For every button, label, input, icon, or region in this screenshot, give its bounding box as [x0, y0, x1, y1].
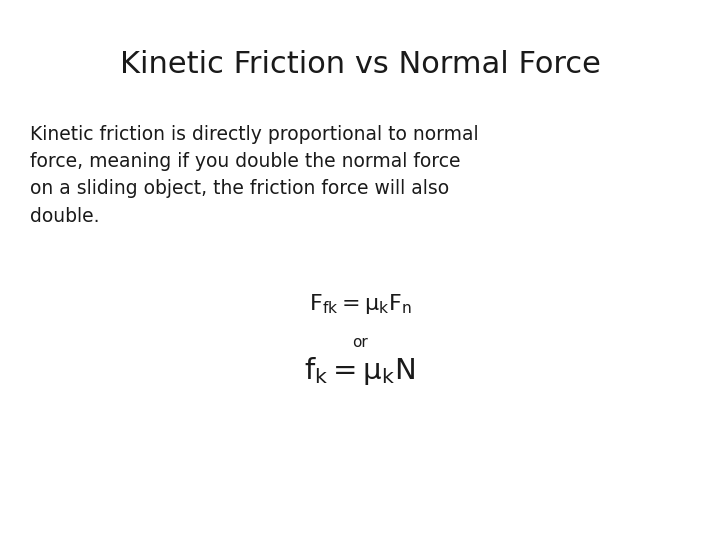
Text: or: or [352, 335, 368, 350]
Text: $\mathsf{F_{fk} = \mu_k F_n}$: $\mathsf{F_{fk} = \mu_k F_n}$ [309, 292, 411, 316]
Text: $\mathsf{f_k = \mu_k N}$: $\mathsf{f_k = \mu_k N}$ [305, 355, 415, 387]
Text: Kinetic friction is directly proportional to normal
force, meaning if you double: Kinetic friction is directly proportiona… [30, 125, 479, 226]
Text: Kinetic Friction vs Normal Force: Kinetic Friction vs Normal Force [120, 50, 600, 79]
